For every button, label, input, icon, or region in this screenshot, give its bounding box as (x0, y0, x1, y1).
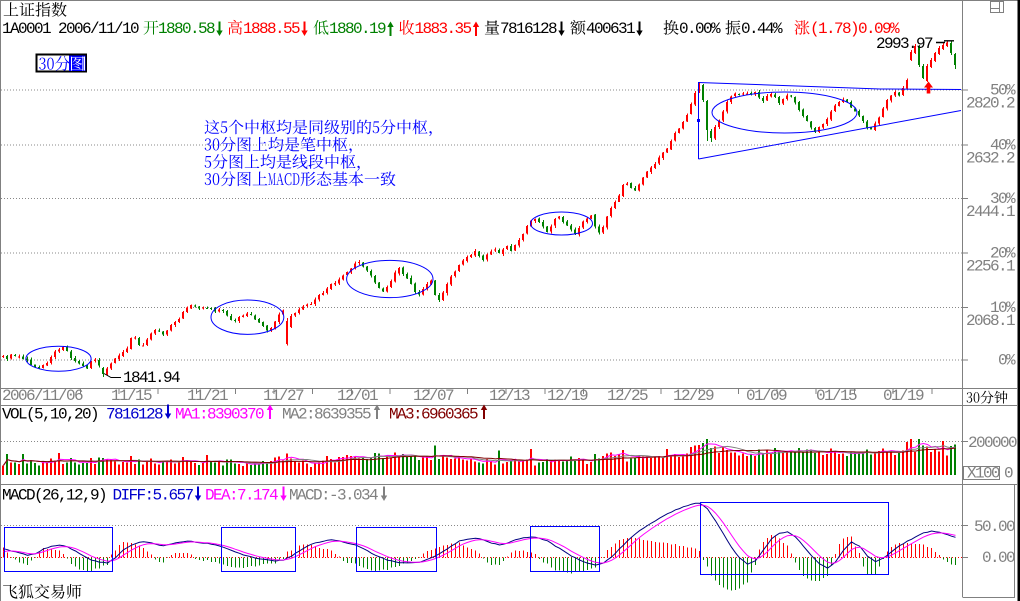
svg-text:12/25: 12/25 (607, 387, 648, 405)
svg-text:MACD:-3.034: MACD:-3.034 (289, 487, 378, 505)
svg-text:2993.97: 2993.97 (876, 35, 933, 53)
svg-text:01/15: 01/15 (816, 387, 857, 405)
svg-text:1880.19: 1880.19 (329, 20, 386, 38)
svg-text:0.44%: 0.44% (741, 20, 783, 38)
svg-text:10%: 10% (990, 299, 1016, 317)
svg-text:MACD(26,12,9): MACD(26,12,9) (2, 487, 106, 505)
svg-text:11/15: 11/15 (111, 387, 152, 405)
svg-text:11/21: 11/21 (187, 387, 228, 405)
svg-text:DEA:7.174: DEA:7.174 (205, 487, 278, 505)
svg-text:MA3:6960365: MA3:6960365 (389, 406, 478, 424)
svg-text:0.00%: 0.00% (679, 20, 721, 38)
svg-text:400631: 400631 (586, 20, 635, 38)
svg-text:12/13: 12/13 (489, 387, 530, 405)
svg-text:1841.94: 1841.94 (123, 369, 180, 387)
svg-text:01/09: 01/09 (746, 387, 787, 405)
svg-text:2006/11/06: 2006/11/06 (2, 387, 83, 405)
svg-text:MA2:8639355: MA2:8639355 (282, 406, 371, 424)
svg-text:VOL(5,10,20): VOL(5,10,20) (2, 406, 98, 424)
svg-text:12/29: 12/29 (673, 387, 714, 405)
svg-text:2006/11/10: 2006/11/10 (58, 20, 139, 38)
svg-text:11/27: 11/27 (263, 387, 304, 405)
svg-text:12/07: 12/07 (413, 387, 454, 405)
svg-text:2256.1: 2256.1 (966, 258, 1015, 276)
svg-text:1883.35: 1883.35 (415, 20, 472, 38)
svg-text:30%: 30% (990, 190, 1016, 208)
svg-text:50.00: 50.00 (974, 518, 1015, 536)
svg-text:50%: 50% (990, 82, 1016, 100)
svg-text:0.00: 0.00 (982, 549, 1015, 567)
svg-text:200000: 200000 (968, 434, 1017, 452)
svg-text:2444.1: 2444.1 (966, 203, 1015, 221)
svg-text:40%: 40% (990, 137, 1016, 155)
svg-text:X100: X100 (967, 465, 1000, 483)
svg-text:2632.2: 2632.2 (966, 150, 1015, 168)
svg-text:12/01: 12/01 (337, 387, 378, 405)
svg-text:7816128: 7816128 (500, 20, 557, 38)
svg-text:1880.58: 1880.58 (158, 20, 215, 38)
svg-text:01/19: 01/19 (883, 387, 924, 405)
svg-text:1888.55: 1888.55 (243, 20, 300, 38)
svg-text:0: 0 (1004, 465, 1013, 483)
svg-text:2820.2: 2820.2 (966, 95, 1015, 113)
svg-text:MA1:8390370: MA1:8390370 (175, 406, 264, 424)
svg-text:0%: 0% (998, 352, 1016, 370)
svg-text:1A0001: 1A0001 (2, 20, 51, 38)
svg-text:DIFF:5.657: DIFF:5.657 (113, 487, 194, 505)
svg-text:20%: 20% (990, 245, 1016, 263)
svg-text:7816128: 7816128 (106, 406, 163, 424)
svg-text:12/19: 12/19 (547, 387, 588, 405)
svg-text:(1.78)0.09%: (1.78)0.09% (810, 20, 900, 38)
svg-text:2068.1: 2068.1 (966, 312, 1015, 330)
